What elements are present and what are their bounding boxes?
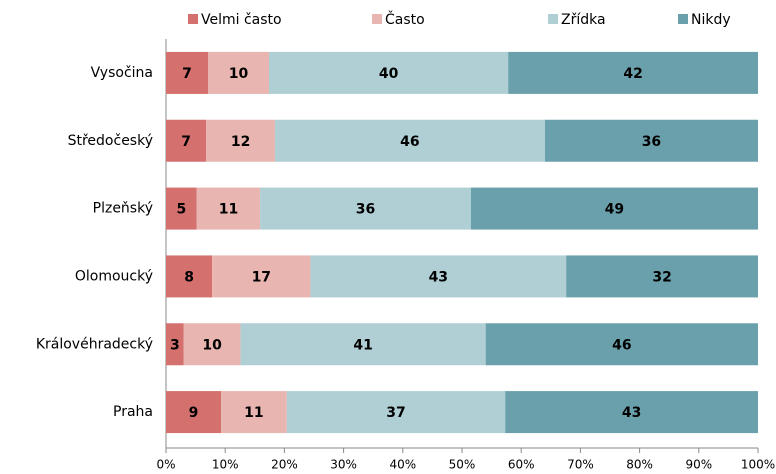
bar-segment [485,323,758,366]
bar-segment [508,51,758,94]
x-tick-label: 60% [508,458,535,472]
data-label: 8 [184,269,194,285]
legend-label: Zřídka [561,12,606,28]
category-label: Plzeňský [93,201,153,217]
data-label: 7 [181,134,191,150]
legend-swatch [188,14,198,24]
x-tick-label: 10% [212,458,239,472]
bar-segment [166,51,209,94]
data-label: 36 [642,134,661,150]
legend-swatch [678,14,688,24]
data-label: 17 [252,269,271,285]
data-label: 12 [231,134,250,150]
bar-segment [274,119,545,162]
category-label: Vysočina [91,65,153,81]
legend-label: Často [385,10,425,28]
legend-swatch [372,14,382,24]
data-label: 46 [612,337,631,353]
bar-segment [166,255,213,298]
data-label: 43 [622,405,641,421]
legend-label: Nikdy [691,12,731,28]
bar-segment [286,391,506,434]
x-tick-label: 80% [626,458,653,472]
category-label: Středočeský [68,133,153,149]
data-label: 3 [170,337,180,353]
data-label: 32 [652,269,671,285]
bar-segment [470,187,758,230]
data-label: 37 [386,405,405,421]
bar-segment [221,391,287,434]
bar-segment [505,391,758,434]
bar-segment [166,323,184,366]
bar-segment [183,323,241,366]
bar-segment [544,119,758,162]
bar-segment [196,187,261,230]
x-tick-label: 100% [741,458,775,472]
x-tick-label: 30% [330,458,357,472]
data-label: 10 [229,66,249,82]
bar-segment [260,187,471,230]
data-label: 7 [182,66,192,82]
data-label: 46 [400,134,419,150]
bar-segment [269,51,509,94]
x-tick-label: 40% [389,458,416,472]
data-label: 41 [353,337,372,353]
bar-segment [206,119,275,162]
data-label: 36 [356,202,375,218]
bar-segment [208,51,270,94]
data-label: 49 [605,202,624,218]
x-tick-label: 0% [156,458,175,472]
bar-segment [166,187,197,230]
legend-label: Velmi často [201,12,282,28]
bar-segment [566,255,758,298]
x-tick-label: 90% [685,458,712,472]
data-label: 43 [429,269,448,285]
bar-segment [240,323,486,366]
data-label: 11 [219,202,238,218]
bar-segment [166,119,207,162]
category-label: Praha [113,404,153,420]
data-label: 40 [379,66,399,82]
category-label: Olomoucký [75,268,153,284]
data-label: 11 [244,405,263,421]
bar-segment [166,391,222,434]
legend-swatch [548,14,558,24]
x-tick-label: 70% [567,458,594,472]
x-tick-label: 50% [449,458,476,472]
data-label: 9 [189,405,199,421]
bar-segment [310,255,567,298]
x-tick-label: 20% [271,458,298,472]
bar-segment [212,255,311,298]
category-label: Královéhradecký [36,336,153,352]
data-label: 42 [623,66,642,82]
data-label: 10 [202,337,222,353]
data-label: 5 [177,202,187,218]
